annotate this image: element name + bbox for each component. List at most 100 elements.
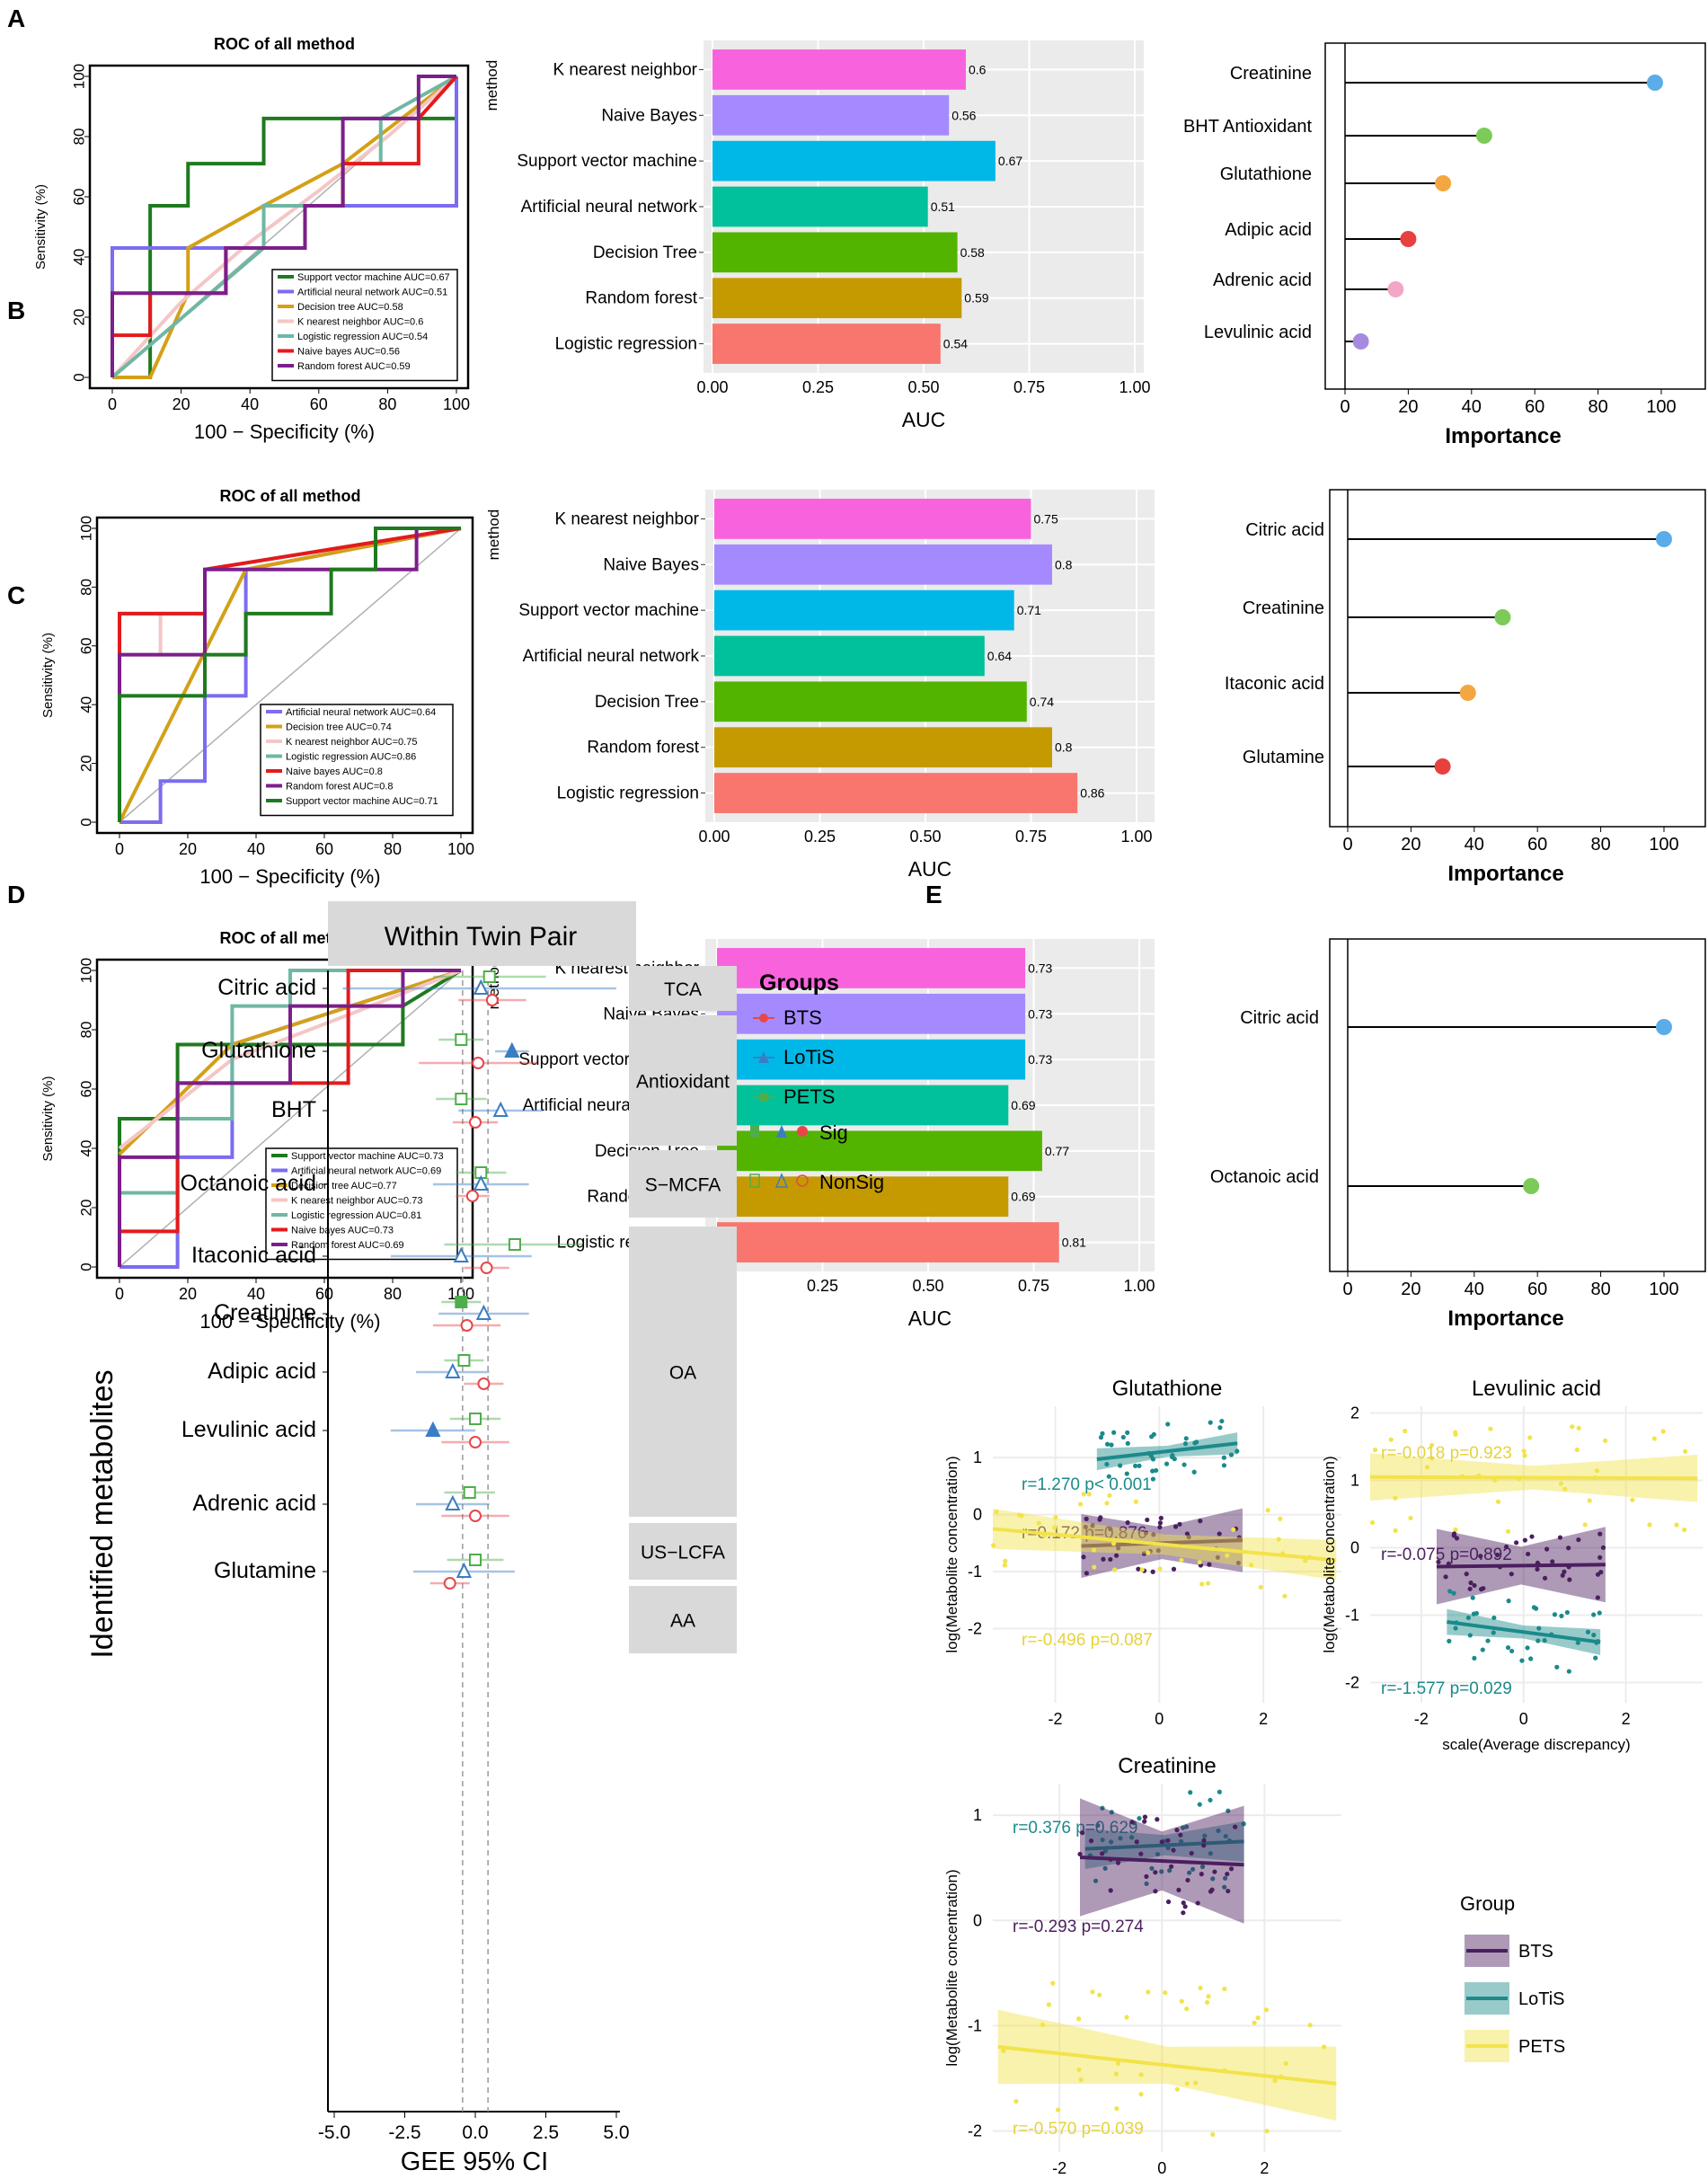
reg-y-tick-label: 0 <box>973 1506 982 1524</box>
y-tick-label: 40 <box>77 1140 94 1157</box>
forest-estimate-point <box>508 1238 521 1251</box>
importance-feature-label: Citric acid <box>1245 520 1324 540</box>
reg-data-point <box>1003 1558 1008 1563</box>
reg-data-point <box>1192 1440 1198 1446</box>
forest-x-tick-label: 5.0 <box>603 2122 629 2143</box>
roc-legend-box <box>265 1147 458 1261</box>
importance-feature-label: Adipic acid <box>1225 220 1312 240</box>
roc-legend-entry: Support vector machine AUC=0.67 <box>297 272 450 283</box>
reg-data-point <box>1595 1595 1600 1600</box>
reg-data-point <box>1173 1524 1179 1529</box>
reg-data-point <box>1201 1838 1207 1843</box>
x-tick-label: 0 <box>108 395 117 413</box>
reg-y-axis-label: log(Metabolite concentration) <box>1321 1456 1338 1652</box>
reg-data-point <box>1505 1644 1511 1651</box>
auc-bar-value-label: 0.69 <box>1011 1190 1035 1204</box>
bar-x-tick-label: 0.75 <box>1018 1277 1049 1295</box>
reg-data-point <box>1522 1453 1527 1458</box>
reg-data-point <box>1100 1431 1105 1436</box>
reg-data-point <box>1101 1556 1106 1562</box>
auc-bar-value-label: 0.81 <box>1062 1236 1086 1250</box>
importance-x-tick-label: 60 <box>1527 835 1547 855</box>
importance-feature-label: BHT Antioxidant <box>1183 117 1312 137</box>
reg-data-point <box>1197 1559 1202 1565</box>
importance-x-tick-label: 60 <box>1527 1280 1547 1299</box>
reg-data-point <box>1157 1524 1163 1530</box>
reg-data-point <box>1491 1630 1496 1635</box>
reg-data-point <box>1303 1558 1308 1563</box>
reg-data-point <box>1506 1599 1511 1604</box>
reg-data-point <box>1001 2048 1006 2053</box>
importance-feature-label: Creatinine <box>1243 598 1324 618</box>
forest-estimate-point <box>475 1304 492 1320</box>
bar-category-label: Logistic regression <box>555 335 697 354</box>
reg-data-point <box>1155 1817 1160 1822</box>
roc-curve <box>118 969 461 1267</box>
reg-data-point <box>1255 2015 1261 2021</box>
reg-data-point <box>1168 1864 1174 1869</box>
reg-data-point <box>1264 2129 1270 2134</box>
importance-frame <box>1324 42 1706 390</box>
reg-data-point <box>1002 1563 1007 1568</box>
bar-category-label: Artificial neural network <box>523 647 700 666</box>
reg-data-point <box>1488 1426 1493 1431</box>
reg-data-point <box>1165 1838 1171 1843</box>
forest-x-tick-label: -5.0 <box>318 2122 350 2143</box>
auc-bar <box>714 589 1014 631</box>
reg-data-point <box>1225 1553 1230 1558</box>
x-tick-label: 100 <box>447 1285 474 1303</box>
roc-legend-entry: Random forest AUC=0.69 <box>291 1240 404 1251</box>
forest-group-strip <box>629 1150 737 1218</box>
importance-x-axis-label: Importance <box>1447 862 1563 886</box>
reg-x-tick-label: 2 <box>1260 2159 1269 2177</box>
nonsig-key-circle <box>796 1174 809 1187</box>
auc-bar-value-label: 0.56 <box>951 108 976 122</box>
forest-group-label: S−MCFA <box>645 1175 721 1196</box>
reg-fit-line <box>1436 1563 1606 1569</box>
reg-data-point <box>1542 1638 1547 1643</box>
forest-estimate-point <box>425 1421 441 1437</box>
reg-data-point <box>1503 1544 1509 1550</box>
importance-feature-label: Adrenic acid <box>1213 270 1312 290</box>
forest-estimate-point <box>469 1436 482 1448</box>
x-tick-label: 80 <box>384 1285 402 1303</box>
importance-chart-B: 0 20 40 60 80 100 Citric acid Creatinine Itaconi… <box>1225 489 1706 886</box>
reg-data-point <box>1223 1833 1228 1839</box>
reg-data-point <box>1283 2060 1288 2067</box>
y-tick-label: 20 <box>77 1200 94 1217</box>
reg-data-point <box>1182 1441 1189 1447</box>
reg-data-point <box>1144 1881 1149 1887</box>
reg-data-point <box>1179 1557 1184 1563</box>
panel-label-B: B <box>7 297 25 324</box>
panel-label-A: A <box>7 4 25 32</box>
auc-bar <box>717 1222 1059 1262</box>
reg-data-point <box>1252 2020 1257 2025</box>
forest-estimate-point <box>457 1354 471 1367</box>
regression-levulinic-acid: Levulinic acid -2 0 2 2 1 0 -1 -2 scale(Average d… <box>1321 1377 1703 1753</box>
reg-data-point <box>1090 1989 1095 1995</box>
auc-bar-value-label: 0.77 <box>1045 1144 1069 1158</box>
reg-data-point <box>1109 1839 1114 1845</box>
reg-data-point <box>1109 1442 1114 1448</box>
reg-data-point <box>1453 1527 1458 1532</box>
auc-bar <box>712 94 950 136</box>
reg-data-point <box>1307 2023 1313 2028</box>
reg-data-point <box>1050 1980 1056 1986</box>
forest-estimate-point <box>443 1577 456 1590</box>
bar-x-tick-label: 0.25 <box>804 828 836 846</box>
auc-bar <box>712 323 941 364</box>
reg-data-point <box>1562 1569 1567 1574</box>
reg-y-tick-label: 0 <box>973 1911 982 1929</box>
roc-legend-entry: Logistic regression AUC=0.81 <box>291 1210 421 1221</box>
roc-legend-entry: Naive bayes AUC=0.73 <box>291 1226 394 1236</box>
importance-chart-A: 0 20 40 60 80 100 Creatinine BHT Antioxidant Glu… <box>1183 42 1706 448</box>
roc-chart-B: ROC of all method 0 0 20 20 40 40 60 60 80 80 100 10… <box>40 487 474 888</box>
importance-point <box>1475 128 1492 144</box>
forest-estimate-point <box>463 1486 476 1499</box>
forest-metabolite-label: Citric acid <box>217 975 316 1000</box>
forest-metabolite-label: BHT <box>271 1097 316 1122</box>
x-tick-label: 0 <box>115 1285 124 1303</box>
roc-x-axis-label: 100 − Specificity (%) <box>199 1310 380 1333</box>
reg-annotation: r=-0.293 p=0.274 <box>1013 1918 1144 1936</box>
